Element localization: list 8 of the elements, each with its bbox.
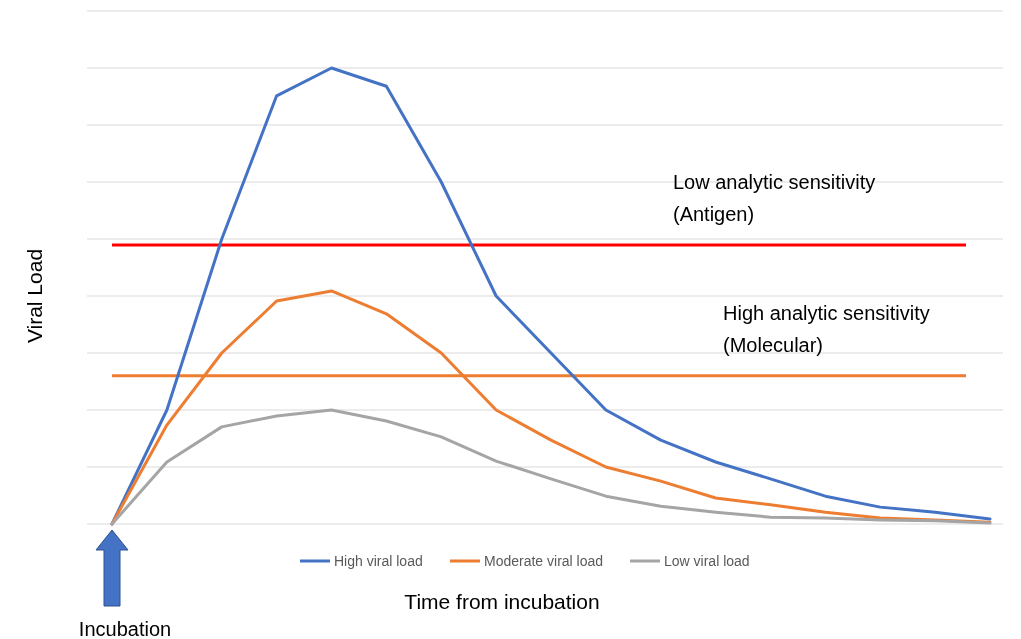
text: Incubation bbox=[78, 618, 172, 639]
legend-label: Low viral load bbox=[664, 553, 750, 569]
legend-label: Moderate viral load bbox=[484, 553, 604, 569]
x-axis-title: Time from incubation bbox=[404, 590, 600, 613]
ref-line-label: Low analytic sensitivity (Antigen) bbox=[673, 170, 876, 225]
legend-label: High viral load bbox=[334, 553, 423, 569]
y-axis-title: Viral Load bbox=[23, 248, 46, 344]
ref-line-label: High analytic sensitivity (Molecular) bbox=[723, 301, 930, 356]
